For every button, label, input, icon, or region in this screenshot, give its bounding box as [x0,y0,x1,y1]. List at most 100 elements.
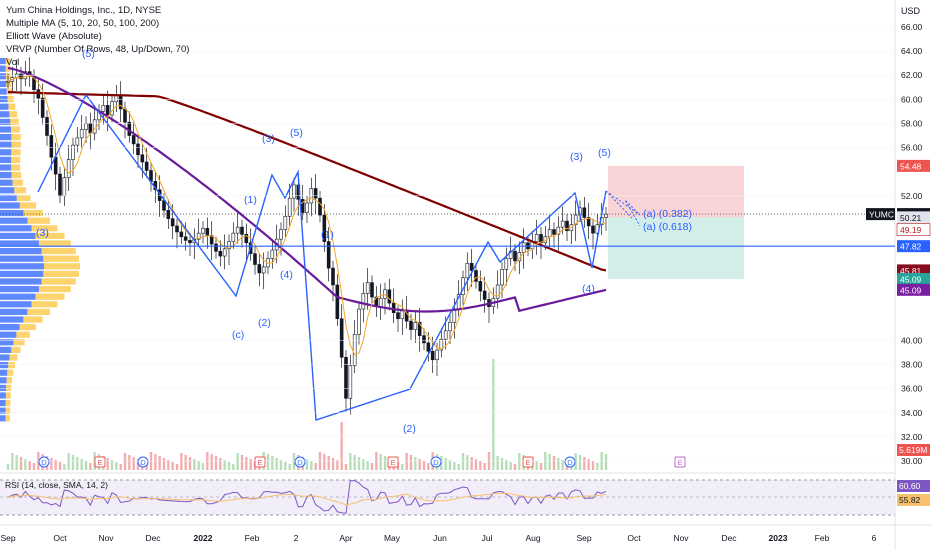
volume-bar [110,460,114,470]
vrvp-bar-up [0,354,10,361]
candle-body [231,232,236,242]
candle-body [175,225,179,233]
time-axis-label: Oct [53,533,67,543]
volume-bar [414,457,417,470]
vrvp-bar-down [5,415,11,422]
vrvp-bar-up [0,210,24,217]
volume-bar [539,463,543,470]
time-axis-label: Dec [721,533,737,543]
price-tag-bg [866,208,895,221]
vrvp-bar-up [0,225,32,232]
candle-body [396,312,400,320]
volume-bar [535,461,538,470]
vrvp-bar-down [35,232,65,239]
volume-bar [171,462,174,470]
price-tick: 36.00 [901,384,923,394]
time-axis-label: Nov [98,533,114,543]
candle-body [573,214,578,226]
price-tick: 58.00 [901,118,923,128]
vrvp-bar-up [0,240,39,247]
wave-forecast-lines[interactable] [605,190,641,227]
candle-body [482,290,487,300]
vrvp-bar-up [0,156,12,163]
vrvp-bar-up [0,270,44,277]
position-target-zone[interactable] [608,165,744,218]
candle-body [227,241,231,250]
vrvp-bar-down [14,187,27,194]
candle-body [318,197,322,216]
volume-bar [180,453,183,470]
candle-body [582,207,587,218]
rsi-label[interactable]: RSI (14, close, SMA, 14, 2) [5,480,108,490]
volume-bar [11,453,14,470]
volume-bar [479,461,482,470]
price-axis[interactable]: 66.00 64.00 62.00 60.00 58.00 56.00 52.00 40.00… [0,22,923,466]
wave-label: (3) [570,151,583,163]
candle-body [383,289,387,299]
earnings-marker-label: E [97,458,102,467]
vrvp-bar-up [0,217,28,224]
candle-body [361,293,366,310]
vrvp-bar-down [6,80,12,87]
candle-body [448,322,452,332]
time-axis-label: Jun [433,533,447,543]
vrvp-bar-up [0,118,11,125]
vrvp-bar-up [0,58,6,65]
vrvp-bar-up [0,149,12,156]
volume-bar [115,462,118,470]
volume-bar [89,463,92,470]
time-axis-label: Feb [815,533,830,543]
legend-vrvp[interactable]: VRVP (Number Of Rows, 48, Up/Down, 70) [6,44,190,55]
candle-body [322,214,327,242]
candle-body [279,229,283,240]
volume-bar [461,453,465,470]
candle-body [179,231,184,238]
vrvp-bar-up [0,164,12,171]
position-stop-zone[interactable] [608,217,744,280]
volume-bar [409,455,413,470]
vrvp-bar-down [27,217,50,224]
volume-bar [474,459,478,470]
volume-bar [227,462,231,470]
volume-bar [132,457,135,470]
legend-ma[interactable]: Multiple MA (5, 10, 20, 50, 100, 200) [6,18,160,29]
legend-elliott-wave[interactable]: Elliott Wave (Absolute) [6,31,102,42]
vrvp-bar-down [43,255,79,262]
candle-body [339,318,344,358]
candle-body [539,234,543,244]
legend-title[interactable]: Yum China Holdings, Inc., 1D, NYSE [6,5,162,16]
vrvp-bar-down [11,172,22,179]
candle-body [586,217,591,227]
dividend-marker-label: D [140,458,146,467]
time-axis[interactable]: Sep Oct Nov Dec 2022 Feb 2 Apr May Jun Jul Aug Sep Oc… [0,533,876,543]
price-tick: 40.00 [901,335,923,345]
candle-body [188,240,192,244]
volume-bar [63,464,66,470]
vrvp-bar-down [5,73,11,80]
vrvp-bar-up [0,194,17,201]
volume-bar [500,458,504,470]
candle-body [344,357,348,399]
vrvp-bar-down [11,141,21,148]
price-tag-bg [897,211,930,224]
volume-bar [349,453,352,470]
vrvp-bar-up [0,73,6,80]
candle-body [565,220,569,232]
time-axis-label: 6 [872,533,877,543]
candle-body [205,228,210,236]
volume-bar [453,462,456,470]
candle-body [560,220,565,228]
vrvp-bar-up [0,111,10,118]
candle-body [430,350,435,361]
vrvp-bar-up [0,88,7,95]
wave-label: (2) [403,423,416,435]
rsi-value-tag: 60.60 [899,481,921,491]
candle-body [244,234,249,244]
candle-body [6,80,10,83]
elliott-wave-lines[interactable] [37,93,607,421]
vrvp-bar-down [35,293,65,300]
time-axis-label: 2022 [194,533,213,543]
vrvp-bar-down [38,286,71,293]
legend-volume[interactable]: Vol [6,57,20,68]
